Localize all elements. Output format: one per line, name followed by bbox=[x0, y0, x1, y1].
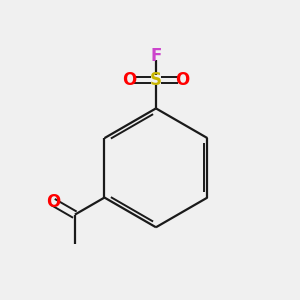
Text: F: F bbox=[150, 47, 162, 65]
Text: S: S bbox=[150, 71, 162, 89]
Text: O: O bbox=[46, 193, 60, 211]
Text: O: O bbox=[176, 71, 190, 89]
Text: O: O bbox=[122, 71, 136, 89]
